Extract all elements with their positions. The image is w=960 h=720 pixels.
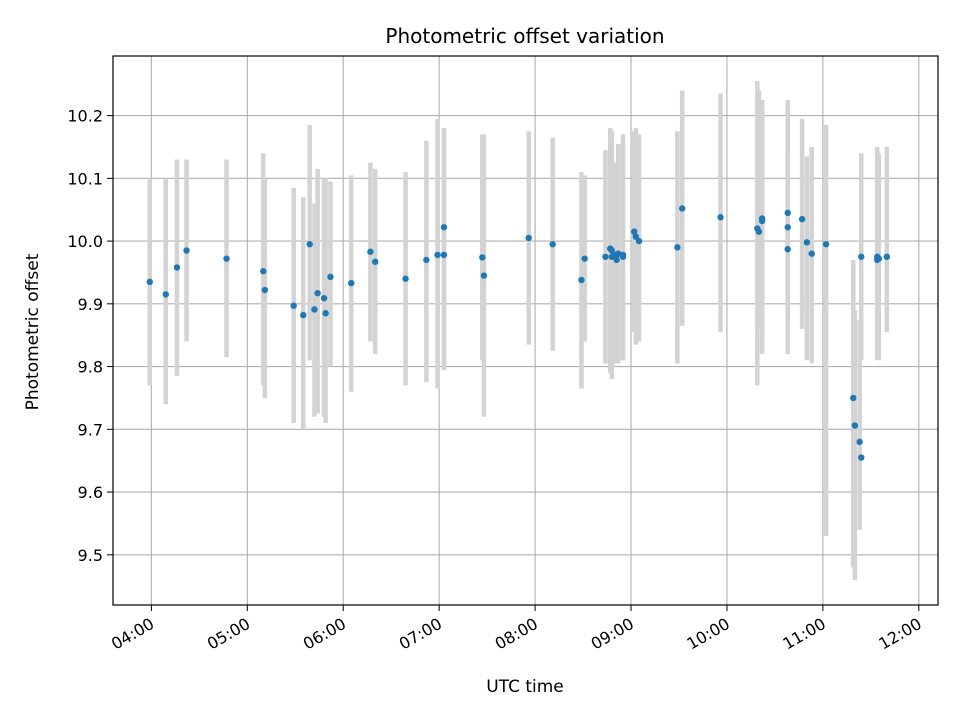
data-point: [260, 268, 267, 275]
data-point: [223, 255, 230, 262]
data-point: [803, 239, 811, 246]
chart-title: Photometric offset variation: [385, 24, 664, 48]
data-point: [808, 250, 815, 257]
data-point: [635, 237, 643, 245]
data-point: [784, 209, 791, 217]
data-point: [883, 253, 891, 260]
data-point: [372, 258, 379, 265]
data-point: [875, 255, 883, 262]
data-point: [602, 253, 609, 260]
data-point: [858, 253, 865, 260]
point-layer: [146, 205, 891, 461]
y-axis-ticks: 9.5 9.6 9.7 9.8 9.9 10.0 10.1 10.2: [67, 107, 113, 565]
data-point: [678, 205, 686, 212]
plot-frame: [112, 55, 939, 606]
data-point: [306, 241, 313, 248]
y-tick-label: 10.0: [67, 232, 103, 251]
data-point: [423, 256, 430, 264]
data-point: [632, 233, 640, 240]
data-point: [314, 289, 321, 297]
data-point: [619, 251, 627, 259]
data-point: [615, 250, 622, 257]
y-tick-label: 9.7: [78, 420, 103, 439]
y-tick-label: 9.6: [78, 483, 103, 502]
data-point: [822, 241, 830, 248]
data-point: [434, 251, 441, 259]
data-point: [261, 286, 269, 294]
data-point: [479, 254, 486, 261]
data-point: [367, 248, 374, 255]
x-axis-title: UTC time: [486, 677, 564, 697]
data-point: [402, 275, 409, 282]
data-point: [850, 394, 857, 402]
data-point: [183, 247, 190, 254]
data-point: [578, 276, 585, 284]
data-point: [858, 454, 865, 461]
data-point: [327, 273, 334, 281]
data-point: [856, 438, 863, 446]
y-tick-label: 10.1: [67, 169, 103, 188]
data-point: [290, 302, 297, 309]
data-point: [631, 228, 638, 235]
data-point: [162, 291, 169, 298]
data-point: [322, 310, 329, 317]
data-point: [549, 241, 556, 248]
data-point: [525, 234, 532, 242]
data-point: [300, 311, 307, 319]
y-tick-label: 10.2: [67, 107, 103, 126]
data-point: [581, 255, 588, 262]
data-point: [173, 264, 181, 271]
data-point: [480, 272, 488, 279]
data-point: [146, 278, 153, 286]
y-tick-label: 9.5: [78, 546, 103, 565]
data-point: [798, 215, 806, 223]
data-point: [758, 217, 766, 225]
data-point: [755, 228, 763, 235]
data-point: [348, 279, 355, 287]
data-point: [674, 244, 681, 251]
data-point: [784, 246, 791, 253]
data-point: [717, 214, 724, 221]
y-axis-title: Photometric offset: [23, 253, 43, 410]
y-tick-label: 9.8: [78, 358, 103, 377]
data-point: [311, 306, 318, 313]
data-point: [784, 224, 791, 231]
data-point: [851, 422, 859, 429]
data-point: [613, 256, 620, 264]
data-point: [440, 224, 448, 231]
data-point: [608, 247, 616, 254]
data-point: [440, 251, 448, 259]
y-tick-label: 9.9: [78, 295, 103, 314]
data-point: [320, 294, 328, 302]
